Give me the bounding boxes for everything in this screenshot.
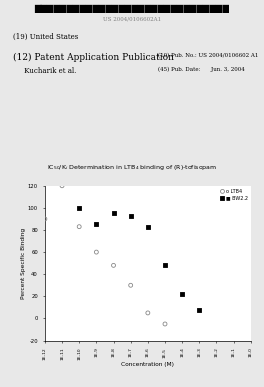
Text: US 2004/0106602A1: US 2004/0106602A1 [103,17,161,22]
o LTB4 [111,262,116,269]
o LTB4 [146,310,150,316]
■ BW2.2 [129,212,133,219]
o LTB4 [94,249,98,255]
■ BW2.2 [197,307,201,313]
■ BW2.2 [163,262,167,269]
o LTB4 [60,183,64,189]
o LTB4 [163,321,167,327]
o LTB4 [77,224,81,230]
o LTB4 [129,282,133,288]
Text: (19) United States: (19) United States [13,33,78,41]
Legend: o LTB4, ■ BW2.2: o LTB4, ■ BW2.2 [220,188,248,200]
■ BW2.2 [180,291,184,297]
■ BW2.2 [77,205,81,211]
■ BW2.2 [111,210,116,216]
o LTB4 [43,216,47,222]
X-axis label: Concentration (M): Concentration (M) [121,361,174,366]
Text: ██████████████████████████████: ██████████████████████████████ [35,5,229,13]
■ BW2.2 [146,224,150,230]
Text: (12) Patent Application Publication: (12) Patent Application Publication [13,53,174,62]
Text: (45) Pub. Date:      Jun. 3, 2004: (45) Pub. Date: Jun. 3, 2004 [158,67,245,72]
Y-axis label: Percent Specific Binding: Percent Specific Binding [21,228,26,299]
■ BW2.2 [94,221,98,228]
Text: Kucharik et al.: Kucharik et al. [13,67,77,75]
Text: (10) Pub. No.: US 2004/0106602 A1: (10) Pub. No.: US 2004/0106602 A1 [158,53,259,58]
Text: IC$_{50}$/K$_i$ Determination in LTB$_4$ binding of (R)-tofisopam: IC$_{50}$/K$_i$ Determination in LTB$_4$… [47,163,217,172]
